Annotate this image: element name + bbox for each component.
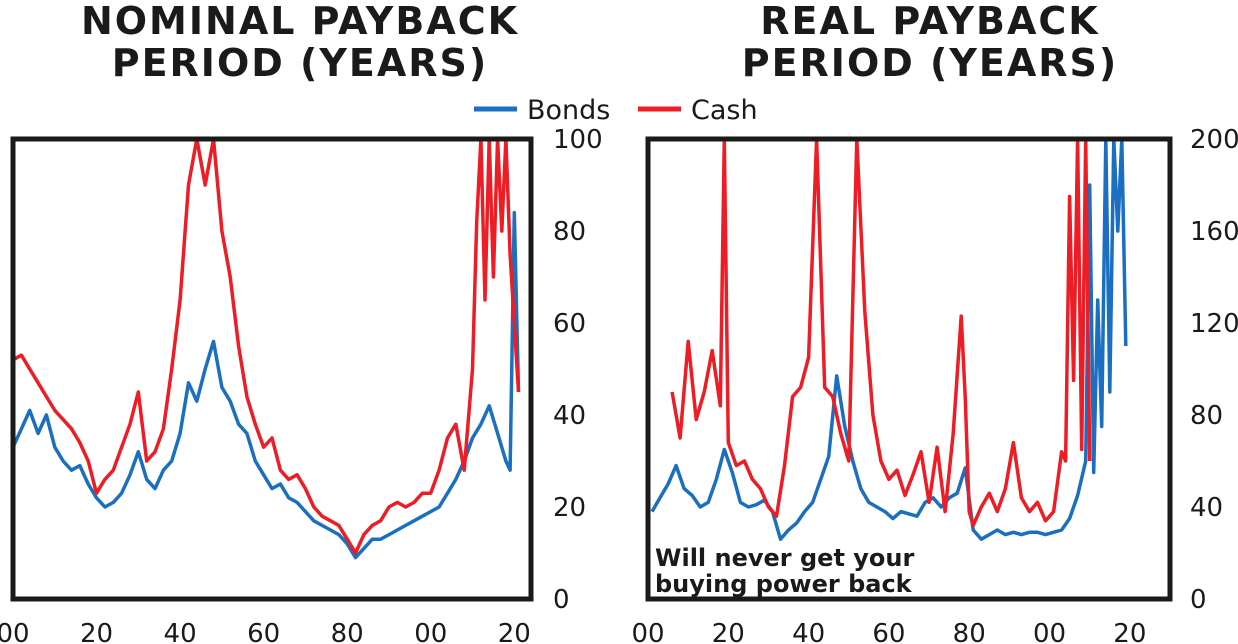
- x-tick-label: 20: [712, 619, 745, 644]
- x-tick-label: 80: [331, 619, 364, 644]
- chart-title-real: REAL PAYBACK PERIOD (YEARS): [741, 0, 1119, 85]
- series-line-bonds: [650, 139, 1128, 541]
- x-tick-label: 20: [498, 619, 531, 644]
- annotation: Will never get your buying power back: [655, 544, 914, 598]
- y-tick-label: 160: [1190, 217, 1238, 247]
- plot-frame: [10, 136, 534, 602]
- x-tick-label: 20: [80, 619, 113, 644]
- annotation-line-1: Will never get your: [655, 544, 914, 572]
- y-tick-label: 200: [1190, 125, 1238, 155]
- y-tick-label: 80: [553, 217, 586, 247]
- x-tick-label: 20: [1113, 619, 1146, 644]
- x-tick-label: 00: [631, 619, 664, 644]
- y-tick-label: 40: [1190, 493, 1223, 523]
- x-tick-label: 80: [953, 619, 986, 644]
- y-tick-label: 0: [553, 585, 570, 615]
- series-line-cash: [670, 139, 1092, 528]
- series-line-cash: [13, 139, 521, 555]
- x-tick-label: 40: [164, 619, 197, 644]
- chart-title-nominal: NOMINAL PAYBACK PERIOD (YEARS): [80, 0, 520, 85]
- series-line-bonds: [13, 210, 521, 560]
- real-panel: 0 40 80 120 160 200 00 20 40 60 80 00 20: [631, 125, 1238, 644]
- annotation-line-2: buying power back: [655, 570, 913, 598]
- y-tick-label: 80: [1190, 401, 1223, 431]
- x-tick-label: 00: [414, 619, 447, 644]
- y-tick-label: 60: [553, 309, 586, 339]
- legend: Bonds Cash: [474, 95, 758, 126]
- y-tick-label: 100: [553, 125, 603, 155]
- y-tick-label: 40: [553, 401, 586, 431]
- nominal-panel: 0 20 40 60 80 100 00 20 40 60 80 00 20: [0, 125, 603, 644]
- y-tick-label: 120: [1190, 309, 1238, 339]
- x-tick-label: 40: [792, 619, 825, 644]
- y-tick-label: 0: [1190, 585, 1207, 615]
- x-tick-label: 00: [0, 619, 30, 644]
- x-tick-label: 60: [872, 619, 905, 644]
- legend-cash-label: Cash: [691, 95, 758, 126]
- x-tick-label: 00: [1033, 619, 1066, 644]
- x-tick-label: 60: [247, 619, 280, 644]
- legend-bonds-label: Bonds: [527, 95, 610, 126]
- plot-frame: [645, 136, 1173, 602]
- y-tick-label: 20: [553, 493, 586, 523]
